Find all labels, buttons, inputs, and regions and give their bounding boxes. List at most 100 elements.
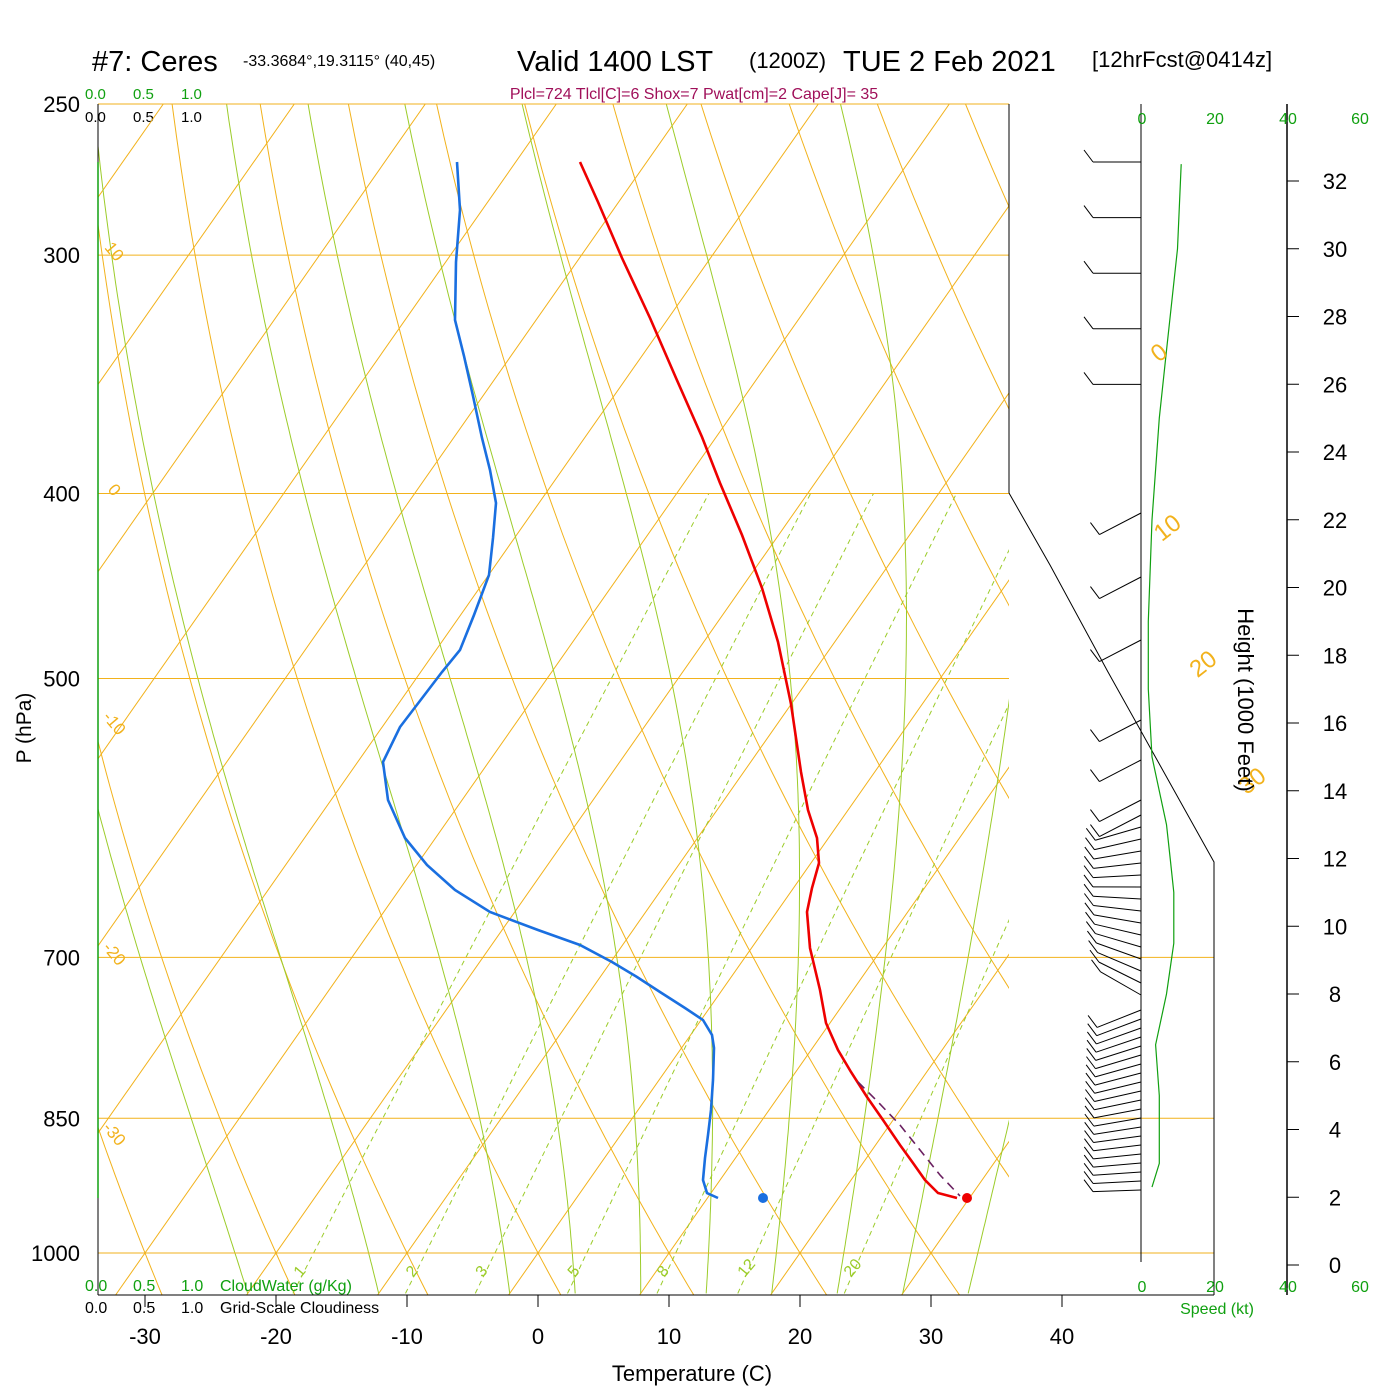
isotherm xyxy=(98,104,557,760)
speed-bottom-tick-0: 0 xyxy=(1138,1279,1147,1296)
pressure-tick-label: 250 xyxy=(43,92,80,117)
moist-adiabat xyxy=(967,1119,1009,1294)
wind-barb-flag xyxy=(1084,1138,1094,1152)
wind-barb-flag xyxy=(1085,837,1095,850)
moist-adiabat xyxy=(521,104,714,1294)
speed-scale: 0 20 40 60 0 20 40 60 Speed (kt) xyxy=(1138,111,1369,1318)
mixing-ratio-line xyxy=(656,549,1009,1294)
wind-barb-flag xyxy=(1083,874,1094,888)
wind-barb-flag xyxy=(1086,1039,1097,1053)
isotherm xyxy=(98,104,819,1134)
wind-barb xyxy=(1095,933,1142,948)
pressure-tick-label: 850 xyxy=(43,1106,80,1131)
x-tick-label: 40 xyxy=(1050,1324,1074,1349)
wind-barb-flag xyxy=(1083,149,1094,163)
sounding-indices: Plcl=724 Tlcl[C]=6 Shox=7 Pwat[cm]=2 Cap… xyxy=(510,86,878,103)
height-tick-label: 10 xyxy=(1323,914,1347,939)
wind-barb-flag xyxy=(1087,1023,1098,1036)
moist-adiabat xyxy=(98,807,249,1294)
speed-label: Speed (kt) xyxy=(1180,1301,1254,1318)
wind-barb-flag xyxy=(1090,586,1100,599)
wind-barb-flag xyxy=(1085,1072,1096,1086)
wind-barb xyxy=(1099,512,1142,536)
wind-barb-flag xyxy=(1083,856,1094,869)
height-tick-label: 26 xyxy=(1323,372,1347,397)
wind-barb-flag xyxy=(1087,930,1097,944)
wind-barb xyxy=(1095,1063,1142,1078)
wind-barb xyxy=(1099,719,1142,743)
wind-barb-flag xyxy=(1087,1015,1098,1028)
wind-barb-flag xyxy=(1084,1097,1095,1111)
moist-adiabat xyxy=(665,104,800,1294)
wind-barb xyxy=(1093,850,1142,860)
wind-barb xyxy=(1100,971,1142,996)
wind-barb-flag xyxy=(1083,893,1094,906)
temperature-line xyxy=(578,161,958,1200)
wind-barb-flag xyxy=(1090,522,1100,535)
wind-barb xyxy=(1094,838,1142,851)
wind-barb-flag xyxy=(1089,949,1100,963)
wind-barb xyxy=(1099,814,1142,838)
wind-barb-flag xyxy=(1083,865,1094,878)
speed-top-tick-40: 40 xyxy=(1279,111,1297,128)
cloud-scale-bottom-green-1: 0.5 xyxy=(133,1278,155,1295)
wind-barb-flag xyxy=(1084,1113,1095,1127)
wind-barb-flag xyxy=(1084,846,1095,860)
wind-barb xyxy=(1095,826,1142,841)
wind-barb xyxy=(1096,1027,1142,1045)
station-title: #7: Ceres xyxy=(92,46,218,78)
y-axis-title: P (hPa) xyxy=(13,693,36,764)
wind-barb-flag xyxy=(1085,1080,1096,1094)
height-tick-label: 28 xyxy=(1323,305,1347,330)
wind-barb xyxy=(1099,759,1142,783)
speed-top-tick-0: 0 xyxy=(1138,111,1147,128)
wind-barb xyxy=(1093,1180,1142,1184)
x-tick-label: -20 xyxy=(260,1324,292,1349)
chart-grid: 1 2 3 5 8 12 20 xyxy=(98,104,1009,1295)
isotherm xyxy=(98,104,426,573)
wind-barb xyxy=(1093,1135,1142,1144)
cloud-scale-top-black-2: 1.0 xyxy=(181,109,202,126)
wind-barb-flag xyxy=(1083,260,1094,274)
utc-time: (1200Z) xyxy=(749,48,826,73)
cloud-scale-top-black-1: 0.5 xyxy=(133,109,154,126)
dry-adiabat xyxy=(171,104,562,1295)
speed-bottom-tick-40: 40 xyxy=(1279,1279,1297,1296)
height-tick-label: 16 xyxy=(1323,711,1347,736)
station-coords: -33.3684°,19.3115° (40,45) xyxy=(243,53,435,70)
isotherm xyxy=(377,392,1009,1295)
chart-axes: 100-10-20-300102030250300400500700850100… xyxy=(31,92,1347,1349)
wind-barb xyxy=(1096,942,1142,960)
x-tick-label: -30 xyxy=(129,1324,161,1349)
cloud-scale-bottom-black-1: 0.5 xyxy=(133,1300,155,1317)
cloud-scale-bottom-black-2: 1.0 xyxy=(181,1300,203,1317)
dry-adiabat xyxy=(98,220,429,1295)
wind-barb-flag xyxy=(1090,809,1100,822)
pressure-tick-label: 400 xyxy=(43,482,80,507)
wind-barb-flag xyxy=(1083,205,1094,218)
height-axis-title: Height (1000 Feet) xyxy=(1233,608,1258,791)
moist-adiabat xyxy=(98,141,380,1294)
wind-barb-flag xyxy=(1085,1089,1095,1102)
dry-adiabat xyxy=(436,104,961,1295)
wind-barb-flag xyxy=(1088,940,1099,953)
surface-temperature-dot xyxy=(962,1193,972,1203)
dry-adiabat xyxy=(788,104,1009,607)
wind-barb xyxy=(1093,1189,1142,1193)
pressure-tick-label: 1000 xyxy=(31,1241,80,1266)
wind-barb-flag xyxy=(1083,1171,1094,1184)
wind-barb-flag xyxy=(1086,1056,1096,1069)
wind-barb xyxy=(1097,952,1142,972)
x-tick-label: -10 xyxy=(391,1324,423,1349)
moist-adiabat xyxy=(226,104,511,1294)
height-tick-label: 22 xyxy=(1323,508,1347,533)
wind-barb-flag xyxy=(1090,649,1100,662)
wind-barb xyxy=(1093,905,1142,912)
wind-barb xyxy=(1094,923,1142,936)
height-tick-label: 24 xyxy=(1323,440,1347,465)
height-tick-label: 6 xyxy=(1329,1050,1341,1075)
wind-barb xyxy=(1094,1099,1142,1111)
speed-top-tick-60: 60 xyxy=(1351,111,1369,128)
height-tick-label: 20 xyxy=(1323,576,1347,601)
dry-adiabat xyxy=(98,1125,163,1295)
